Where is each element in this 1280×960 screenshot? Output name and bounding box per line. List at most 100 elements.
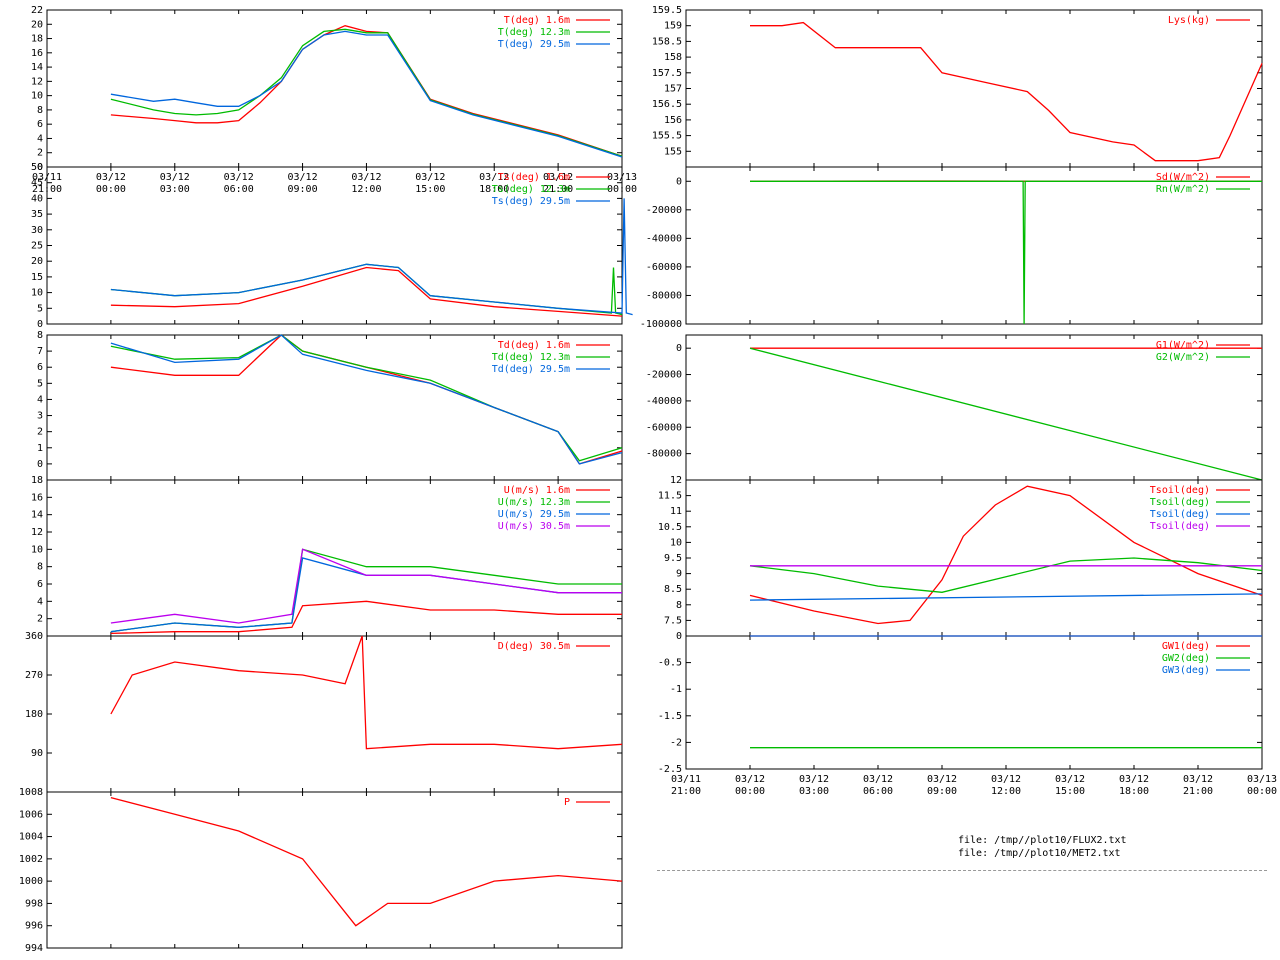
ytick-label: 155 (664, 146, 682, 157)
ytick-label: -2.5 (658, 764, 682, 775)
ytick-label: 4 (37, 394, 43, 405)
ytick-label: 12 (31, 76, 43, 87)
ytick-label: -1.5 (658, 711, 682, 722)
legend-label: Tsoil(deg) (1150, 509, 1210, 520)
xtick-label: 03/12 (415, 172, 445, 183)
ytick-label: 14 (31, 62, 43, 73)
xtick-label: 03/11 (671, 774, 701, 785)
xtick-label: 09:00 (288, 184, 318, 195)
series-line-green (749, 557, 1263, 593)
file-labels: file: /tmp//plot10/FLUX2.txt file: /tmp/… (958, 834, 1127, 860)
ytick-label: -20000 (646, 205, 682, 216)
xtick-label: 03/12 (991, 774, 1021, 785)
ytick-label: 8 (676, 600, 682, 611)
panel-frame-right-2 (685, 166, 1263, 325)
xtick-label: 03/12 (543, 172, 573, 183)
xtick-label: 12:00 (991, 786, 1021, 797)
panel-frame-left-6 (46, 791, 623, 949)
ytick-label: 9 (676, 569, 682, 580)
series-line-green (110, 28, 623, 157)
ytick-label: 15 (31, 272, 43, 283)
ytick-label: 10 (31, 91, 43, 102)
ytick-label: 45 (31, 178, 43, 189)
ytick-label: 180 (25, 709, 43, 720)
ytick-label: 4 (37, 133, 43, 144)
legend-label: GW1(deg) (1162, 641, 1210, 652)
legend-label: Ts(deg) 29.5m (492, 196, 570, 207)
ytick-label: 6 (37, 362, 43, 373)
ytick-label: 2 (37, 427, 43, 438)
ytick-label: 16 (31, 48, 43, 59)
ytick-label: 10 (670, 537, 682, 548)
ytick-label: 6 (37, 119, 43, 130)
xtick-label: 03/12 (160, 172, 190, 183)
xtick-label: 03/12 (351, 172, 381, 183)
file-label-2: file: /tmp//plot10/MET2.txt (958, 848, 1121, 859)
ytick-label: 12 (670, 475, 682, 486)
legend-label: D(deg) 30.5m (498, 641, 570, 652)
ytick-label: 1 (37, 443, 43, 454)
ytick-label: 10 (31, 544, 43, 555)
xtick-label: 21:00 (543, 184, 573, 195)
ytick-label: 158.5 (652, 36, 682, 47)
ytick-label: 0 (37, 162, 43, 173)
xtick-label: 03/12 (96, 172, 126, 183)
legend-label: U(m/s) 29.5m (498, 509, 570, 520)
xtick-label: 00:00 (96, 184, 126, 195)
legend-label: GW2(deg) (1162, 653, 1210, 664)
panel-frame-left-5 (46, 635, 623, 793)
ytick-label: -1 (670, 684, 682, 695)
legend-label: Tsoil(deg) (1150, 521, 1210, 532)
legend-label: Rn(W/m^2) (1156, 184, 1210, 195)
ytick-label: 20 (31, 256, 43, 267)
legend-label: Lys(kg) (1168, 15, 1210, 26)
ytick-label: 1006 (19, 809, 43, 820)
xtick-label: 03/13 (1247, 774, 1277, 785)
ytick-label: -2 (670, 737, 682, 748)
legend-label: Ts(deg) 1.6m (498, 172, 570, 183)
xtick-label: 03:00 (160, 184, 190, 195)
ytick-label: 10 (31, 288, 43, 299)
ytick-label: 7.5 (664, 615, 682, 626)
ytick-label: 158 (664, 52, 682, 63)
ytick-label: -100000 (640, 319, 682, 330)
ytick-label: 3 (37, 411, 43, 422)
ytick-label: -0.5 (658, 658, 682, 669)
series-line-blue (110, 198, 633, 316)
series-line-blue (110, 30, 623, 158)
ytick-label: 159 (664, 21, 682, 32)
legend-label: GW3(deg) (1162, 665, 1210, 676)
file-label-1: file: /tmp//plot10/FLUX2.txt (958, 835, 1127, 846)
ytick-label: 994 (25, 943, 43, 954)
ytick-label: 1000 (19, 876, 43, 887)
ytick-label: 90 (31, 748, 43, 759)
ytick-label: 0 (676, 631, 682, 642)
ytick-label: 996 (25, 921, 43, 932)
panel-frame-right-1 (685, 9, 1263, 168)
ytick-label: 20 (31, 19, 43, 30)
xtick-label: 18:00 (479, 184, 509, 195)
series-line-red (110, 266, 623, 317)
legend-label: Tsoil(deg) (1150, 485, 1210, 496)
series-line-red (750, 21, 1263, 162)
legend-label: U(m/s) 1.6m (504, 485, 570, 496)
legend-label: Td(deg) 29.5m (492, 364, 570, 375)
ytick-label: 270 (25, 670, 43, 681)
legend-label: Td(deg) 12.3m (492, 352, 570, 363)
series-line-red (110, 600, 622, 635)
series-line-green (750, 180, 1262, 325)
ytick-label: 0 (676, 343, 682, 354)
ytick-label: 25 (31, 241, 43, 252)
ytick-label: 0 (37, 459, 43, 470)
ytick-label: 159.5 (652, 5, 682, 16)
ytick-label: 1002 (19, 854, 43, 865)
xtick-label: 03/12 (288, 172, 318, 183)
xtick-label: 03/12 (224, 172, 254, 183)
ytick-label: 11.5 (658, 491, 682, 502)
legend-label: Tsoil(deg) (1150, 497, 1210, 508)
legend-label: G2(W/m^2) (1156, 352, 1210, 363)
ytick-label: 1004 (19, 832, 43, 843)
ytick-label: 35 (31, 209, 43, 220)
ytick-label: 8.5 (664, 584, 682, 595)
